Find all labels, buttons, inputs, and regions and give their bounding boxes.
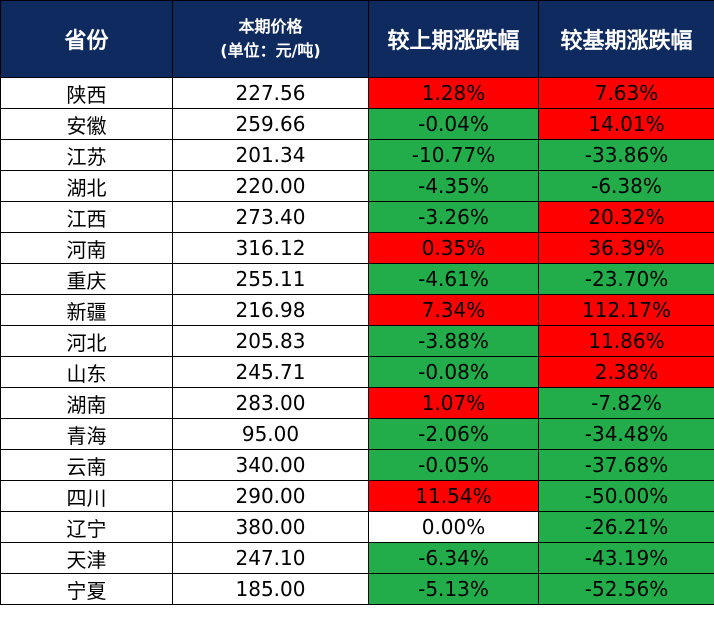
table-row: 云南 340.00 -0.05% -37.68% [0,449,714,481]
province-cell: 云南 [0,449,173,481]
table-body: 陕西 227.56 1.28% 7.63% 安徽 259.66 -0.04% 14.01% 江苏… [0,77,714,605]
price-cell: 316.12 [172,232,369,264]
change-base-cell: -26.21% [538,511,714,543]
province-cell: 辽宁 [0,511,173,543]
header-price-line1: 本期价格 [238,17,303,36]
change-base-cell: -50.00% [538,480,714,512]
change-prev-cell: 0.35% [368,232,539,264]
change-base-cell: 20.32% [538,201,714,233]
table-row: 河北 205.83 -3.88% 11.86% [0,325,714,357]
change-prev-cell: 1.07% [368,387,539,419]
table-row: 江苏 201.34 -10.77% -33.86% [0,139,714,171]
price-cell: 220.00 [172,170,369,202]
change-base-cell: 36.39% [538,232,714,264]
change-base-cell: -43.19% [538,542,714,574]
change-base-cell: 11.86% [538,325,714,357]
change-base-cell: -34.48% [538,418,714,450]
change-prev-cell: -6.34% [368,542,539,574]
province-cell: 重庆 [0,263,173,295]
change-base-cell: -33.86% [538,139,714,171]
province-cell: 湖北 [0,170,173,202]
header-province: 省份 [0,0,173,78]
price-cell: 380.00 [172,511,369,543]
province-cell: 四川 [0,480,173,512]
change-base-cell: 14.01% [538,108,714,140]
province-cell: 陕西 [0,77,173,109]
province-cell: 青海 [0,418,173,450]
table-row: 青海 95.00 -2.06% -34.48% [0,418,714,450]
table-row: 四川 290.00 11.54% -50.00% [0,480,714,512]
province-cell: 山东 [0,356,173,388]
change-base-cell: -37.68% [538,449,714,481]
change-base-cell: -23.70% [538,263,714,295]
change-prev-cell: -4.61% [368,263,539,295]
price-cell: 247.10 [172,542,369,574]
price-cell: 185.00 [172,573,369,605]
header-change-base: 较基期涨跌幅 [538,0,714,78]
price-cell: 290.00 [172,480,369,512]
price-cell: 245.71 [172,356,369,388]
header-row: 省份 本期价格 (单位：元/吨) 较上期涨跌幅 较基期涨跌幅 [0,0,714,78]
price-cell: 205.83 [172,325,369,357]
table-row: 江西 273.40 -3.26% 20.32% [0,201,714,233]
change-prev-cell: -3.26% [368,201,539,233]
price-cell: 283.00 [172,387,369,419]
province-cell: 宁夏 [0,573,173,605]
change-base-cell: -52.56% [538,573,714,605]
province-cell: 江西 [0,201,173,233]
table-row: 宁夏 185.00 -5.13% -52.56% [0,573,714,605]
table-row: 湖北 220.00 -4.35% -6.38% [0,170,714,202]
change-base-cell: 7.63% [538,77,714,109]
table-row: 河南 316.12 0.35% 36.39% [0,232,714,264]
price-cell: 95.00 [172,418,369,450]
header-change-prev: 较上期涨跌幅 [368,0,539,78]
change-base-cell: -6.38% [538,170,714,202]
table-row: 湖南 283.00 1.07% -7.82% [0,387,714,419]
change-prev-cell: -0.08% [368,356,539,388]
header-price: 本期价格 (单位：元/吨) [172,0,369,78]
change-prev-cell: -5.13% [368,573,539,605]
province-cell: 河南 [0,232,173,264]
change-prev-cell: -10.77% [368,139,539,171]
price-cell: 216.98 [172,294,369,326]
change-prev-cell: -2.06% [368,418,539,450]
change-prev-cell: -3.88% [368,325,539,357]
price-cell: 340.00 [172,449,369,481]
province-cell: 湖南 [0,387,173,419]
change-prev-cell: 11.54% [368,480,539,512]
price-cell: 255.11 [172,263,369,295]
table-row: 辽宁 380.00 0.00% -26.21% [0,511,714,543]
change-prev-cell: -0.04% [368,108,539,140]
province-cell: 江苏 [0,139,173,171]
table-row: 新疆 216.98 7.34% 112.17% [0,294,714,326]
change-prev-cell: 0.00% [368,511,539,543]
province-cell: 新疆 [0,294,173,326]
table-row: 山东 245.71 -0.08% 2.38% [0,356,714,388]
price-cell: 273.40 [172,201,369,233]
table-row: 天津 247.10 -6.34% -43.19% [0,542,714,574]
change-base-cell: -7.82% [538,387,714,419]
header-price-line2: (单位：元/吨) [220,41,321,60]
table-row: 安徽 259.66 -0.04% 14.01% [0,108,714,140]
table-row: 陕西 227.56 1.28% 7.63% [0,77,714,109]
change-base-cell: 112.17% [538,294,714,326]
price-cell: 227.56 [172,77,369,109]
province-cell: 天津 [0,542,173,574]
province-cell: 安徽 [0,108,173,140]
price-cell: 259.66 [172,108,369,140]
change-prev-cell: -0.05% [368,449,539,481]
change-prev-cell: 1.28% [368,77,539,109]
change-prev-cell: -4.35% [368,170,539,202]
change-prev-cell: 7.34% [368,294,539,326]
table-row: 重庆 255.11 -4.61% -23.70% [0,263,714,295]
province-cell: 河北 [0,325,173,357]
price-cell: 201.34 [172,139,369,171]
change-base-cell: 2.38% [538,356,714,388]
table-header: 省份 本期价格 (单位：元/吨) 较上期涨跌幅 较基期涨跌幅 [0,0,714,78]
